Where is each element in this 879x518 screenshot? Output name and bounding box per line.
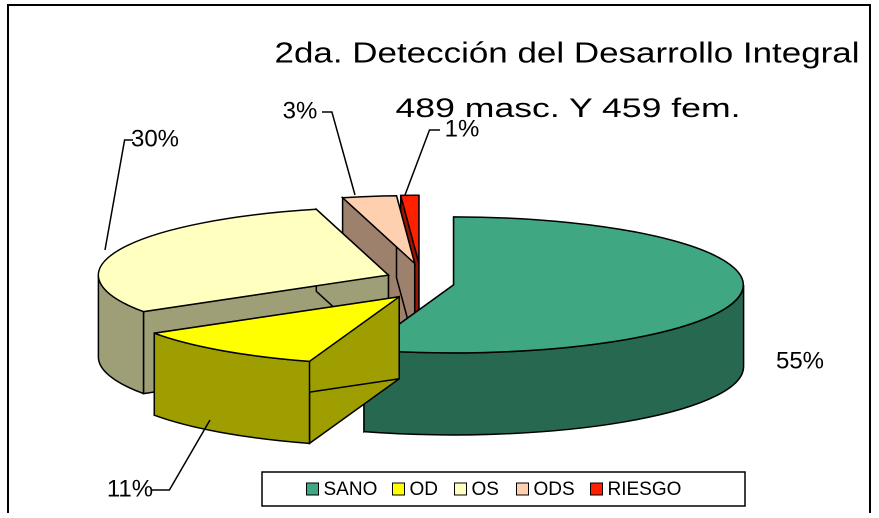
legend-swatch — [516, 482, 529, 496]
data-label: 1% — [445, 115, 480, 142]
slice-top — [154, 296, 400, 363]
data-label: 11% — [107, 475, 153, 502]
pie: 55% 11% 30% 3% 1% — [97, 97, 824, 502]
legend-label: OS — [472, 479, 499, 500]
legend-label: ODS — [534, 479, 575, 500]
leader-line — [104, 139, 133, 251]
slice-top — [399, 194, 420, 264]
chart-subtitle: 489 masc. Y 459 fem. — [396, 93, 741, 123]
legend-swatch — [306, 482, 319, 496]
legend-label: SANO — [324, 479, 378, 500]
data-label: 55% — [776, 347, 824, 374]
slice — [153, 295, 400, 445]
legend: SANO OD OS ODS RIESGO — [261, 471, 746, 507]
leader-line — [404, 129, 440, 196]
legend-label: OD — [410, 479, 439, 500]
data-label: 3% — [283, 97, 318, 124]
slice — [361, 216, 745, 436]
legend-box — [261, 471, 746, 507]
data-label: 30% — [131, 125, 179, 152]
legend-swatch — [392, 482, 405, 496]
slice-top — [340, 194, 417, 266]
chart-title: 2da. Detección del Desarrollo Integral — [275, 38, 860, 70]
slice-top — [97, 208, 391, 313]
slice-top — [361, 216, 744, 354]
leader-line — [152, 419, 211, 491]
legend-swatch — [454, 482, 467, 496]
legend-label: RIESGO — [608, 479, 682, 500]
legend-swatch — [590, 482, 603, 496]
leader-line — [322, 111, 356, 196]
